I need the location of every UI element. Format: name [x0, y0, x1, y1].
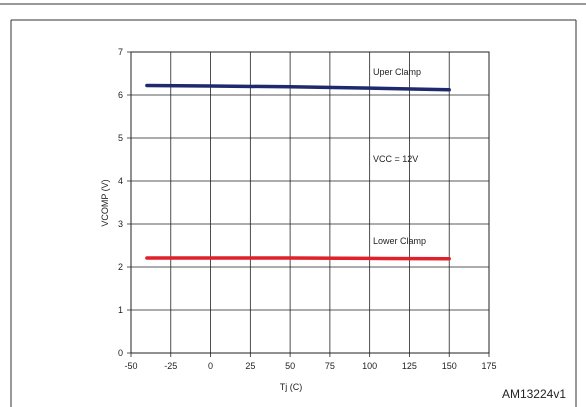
plot-area: -50 -25 0 25 50 75 100 125 150 175 0 1 2 3 4 5 6 7 — [118, 47, 497, 371]
lower-clamp-annotation: Lower Clamp — [373, 236, 426, 246]
y-tick-label: 2 — [118, 262, 123, 272]
figure-id: AM13224v1 — [502, 387, 566, 401]
y-tick-labels: 0 1 2 3 4 5 6 7 — [118, 47, 123, 358]
y-axis-title: VCOMP (V) — [100, 179, 110, 226]
x-tick-label: 50 — [285, 361, 295, 371]
y-tick-label: 4 — [118, 176, 123, 186]
y-tick-label: 3 — [118, 219, 123, 229]
plot-border — [130, 51, 490, 354]
vcc-annotation: VCC = 12V — [373, 154, 418, 164]
series-layer — [145, 83, 451, 261]
x-tick-label: 0 — [208, 361, 213, 371]
x-tick-labels: -50 -25 0 25 50 75 100 125 150 175 — [124, 361, 496, 371]
y-tick-label: 6 — [118, 90, 123, 100]
x-tick-label: 125 — [402, 361, 417, 371]
y-tick-label: 1 — [118, 305, 123, 315]
y-tick-label: 7 — [118, 47, 123, 57]
x-tick-label: 175 — [481, 361, 496, 371]
x-tick-label: -25 — [164, 361, 177, 371]
lower-clamp-series-line — [145, 256, 451, 261]
grid-lines — [127, 51, 490, 357]
x-tick-label: 75 — [325, 361, 335, 371]
x-tick-label: 150 — [442, 361, 457, 371]
x-tick-label: 100 — [362, 361, 377, 371]
upper-clamp-series-line — [145, 83, 451, 92]
x-axis-title: Tj (C) — [280, 382, 303, 392]
y-tick-label: 5 — [118, 133, 123, 143]
y-tick-label: 0 — [118, 348, 123, 358]
x-tick-label: -50 — [124, 361, 137, 371]
upper-clamp-annotation: Uper Clamp — [373, 67, 421, 77]
x-tick-label: 25 — [245, 361, 255, 371]
